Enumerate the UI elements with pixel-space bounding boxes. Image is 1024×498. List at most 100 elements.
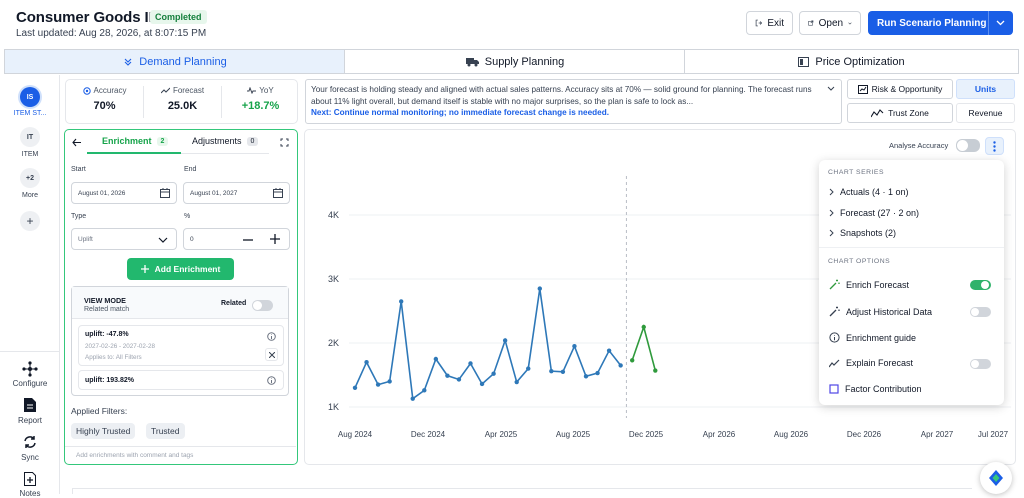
exit-button[interactable]: Exit <box>746 11 793 35</box>
menu-explain-forecast[interactable]: Explain Forecast <box>829 358 913 368</box>
magic-wand-icon <box>829 306 840 317</box>
enrich-forecast-toggle[interactable] <box>970 280 991 290</box>
actuals-point <box>433 356 439 362</box>
enrichment-item[interactable]: uplift: -47.8% 2027-02-26 - 2027-02-28 A… <box>78 325 284 366</box>
actuals-point <box>445 373 450 378</box>
enrichment-item-dates: 2027-02-26 - 2027-02-28 <box>85 343 156 350</box>
configure-icon[interactable] <box>22 361 38 377</box>
kpi-label: Forecast <box>172 86 205 95</box>
percent-stepper[interactable]: 0 <box>183 228 290 250</box>
actuals-point <box>422 388 427 393</box>
trend-icon <box>829 359 840 367</box>
run-label: Run Scenario Planning <box>877 17 987 29</box>
menu-option-label: Enrich Forecast <box>846 279 910 290</box>
chevron-down-icon[interactable] <box>827 86 835 91</box>
actuals-point <box>387 379 392 384</box>
tab-label: Price Optimization <box>815 55 905 68</box>
rail-bottom-label[interactable]: Report <box>17 416 42 425</box>
start-date-input[interactable]: August 01, 2026 <box>71 182 177 204</box>
calendar-icon[interactable] <box>273 188 283 198</box>
remove-button[interactable] <box>265 348 278 361</box>
tab-demand-planning[interactable]: Demand Planning <box>5 50 345 73</box>
add-enrichment-button[interactable]: Add Enrichment <box>127 258 234 280</box>
actuals-point <box>479 381 485 387</box>
enrichment-item[interactable]: uplift: 193.82% <box>78 370 284 390</box>
assistant-button[interactable] <box>980 462 1012 494</box>
actuals-line <box>354 288 622 401</box>
revenue-toggle[interactable]: Revenue <box>956 103 1015 123</box>
x-tick-label: Apr 2026 <box>703 430 736 439</box>
sync-icon[interactable] <box>23 435 37 449</box>
run-scenario-button[interactable]: Run Scenario Planning <box>868 11 1013 35</box>
notes-icon[interactable] <box>24 472 36 486</box>
x-tick-label: Dec 2024 <box>411 430 446 439</box>
type-select[interactable]: Uplift <box>71 228 177 250</box>
actuals-point <box>583 374 589 379</box>
rail-item-badge[interactable]: IS <box>20 87 40 107</box>
x-tick-label: Aug 2024 <box>338 430 373 439</box>
risk-opportunity-button[interactable]: Risk & Opportunity <box>847 79 953 99</box>
series-item-actuals[interactable]: Actuals (4 · 1 on) <box>829 187 909 197</box>
info-icon[interactable] <box>267 332 276 341</box>
kpi-label: Accuracy <box>93 86 127 95</box>
info-icon[interactable] <box>267 376 276 385</box>
adjust-historical-toggle[interactable] <box>970 307 991 317</box>
forecast-point <box>653 368 658 373</box>
series-item-snapshots[interactable]: Snapshots (2) <box>829 228 896 238</box>
y-tick-label: 3K <box>328 274 339 284</box>
trust-zone-button[interactable]: Trust Zone <box>847 103 953 123</box>
end-date-input[interactable]: August 01, 2027 <box>183 182 290 204</box>
chart-options-menu: CHART SERIES Actuals (4 · 1 on) Forecast… <box>819 160 1004 405</box>
module-tabs: Demand Planning Supply Planning Price Op… <box>4 49 1019 74</box>
calendar-icon[interactable] <box>160 188 170 198</box>
filter-chip[interactable]: Trusted <box>146 423 185 439</box>
explain-forecast-toggle[interactable] <box>970 359 991 369</box>
analyse-accuracy-toggle[interactable] <box>956 139 980 152</box>
y-tick-label: 4K <box>328 210 339 220</box>
series-item-label: Snapshots (2) <box>840 228 897 238</box>
expand-icon[interactable] <box>280 138 289 147</box>
units-toggle[interactable]: Units <box>956 79 1015 99</box>
actuals-point <box>537 286 542 291</box>
menu-option-label: Adjust Historical Data <box>846 306 933 317</box>
filter-chip[interactable]: Highly Trusted <box>71 423 136 439</box>
minus-icon[interactable] <box>243 239 253 241</box>
add-icon[interactable]: + <box>20 211 40 231</box>
percent-value: 0 <box>190 235 194 243</box>
open-button[interactable]: Open <box>799 11 861 35</box>
tab-adjustments[interactable]: Adjustments 0 <box>192 136 259 146</box>
tab-supply-planning[interactable]: Supply Planning <box>345 50 685 73</box>
rail-item-label: More <box>22 192 38 199</box>
rail-item-badge[interactable]: IT <box>20 127 40 147</box>
chevron-right-icon <box>829 188 834 196</box>
actuals-point <box>456 377 462 382</box>
menu-option-label: Explain Forecast <box>846 358 914 368</box>
square-icon <box>829 384 839 394</box>
tab-price-optimization[interactable]: Price Optimization <box>685 50 1018 73</box>
rail-bottom-label[interactable]: Sync <box>21 453 39 462</box>
type-value: Uplift <box>78 235 93 243</box>
back-arrow-icon[interactable] <box>72 138 82 147</box>
report-icon[interactable] <box>24 398 36 412</box>
enrichment-item-applies: Applies to: All Filters <box>85 354 142 361</box>
rail-bottom-label[interactable]: Configure <box>12 379 48 388</box>
plus-icon[interactable] <box>270 234 280 244</box>
series-heading: CHART SERIES <box>828 169 884 176</box>
menu-enrichment-guide[interactable]: Enrichment guide <box>829 332 916 343</box>
risk-label: Risk & Opportunity <box>871 84 943 94</box>
chart-menu-button[interactable] <box>985 137 1004 155</box>
related-toggle[interactable] <box>252 300 273 311</box>
series-item-forecast[interactable]: Forecast (27 · 2 on) <box>829 208 919 218</box>
view-mode-box: VIEW MODE Related match Related uplift: … <box>71 286 289 396</box>
tab-enrichment[interactable]: Enrichment 2 <box>102 136 169 146</box>
menu-adjust-historical[interactable]: Adjust Historical Data <box>829 306 932 317</box>
start-label: Start <box>71 166 86 173</box>
tab-label: Supply Planning <box>484 55 565 68</box>
rail-item-badge[interactable]: +2 <box>20 168 40 188</box>
chevron-down-icon <box>848 21 852 24</box>
chevron-down-icon[interactable] <box>996 18 1005 27</box>
insight-text: Your forecast is holding steady and alig… <box>311 85 812 106</box>
forecast-line <box>631 324 657 371</box>
menu-enrich-forecast[interactable]: Enrich Forecast <box>829 279 909 290</box>
menu-factor-contribution[interactable]: Factor Contribution <box>829 384 922 394</box>
